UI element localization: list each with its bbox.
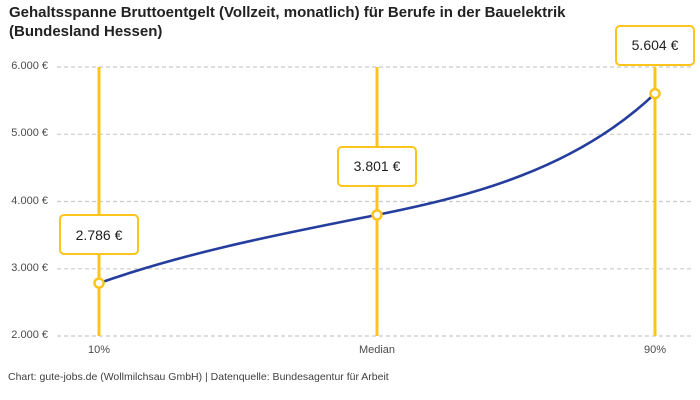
value-annotation: 5.604 € — [615, 24, 695, 66]
x-axis-tick-label: 90% — [643, 344, 667, 356]
y-axis-tick-label: 5.000 € — [11, 127, 48, 140]
data-point-marker — [371, 209, 383, 221]
x-axis-tick-label: Median — [358, 344, 396, 356]
data-point-marker — [93, 277, 105, 289]
data-point-marker — [649, 87, 661, 100]
y-axis-tick-label: 6.000 € — [11, 60, 48, 72]
y-axis-tick-label: 2.000 € — [11, 329, 48, 341]
y-axis-tick-label: 3.000 € — [11, 261, 48, 274]
chart-title: Gehaltsspanne Bruttoentgelt (Vollzeit, m… — [9, 4, 566, 40]
x-axis-tick-label: 10% — [87, 344, 111, 356]
chart-credit: Chart: gute-jobs.de (Wollmilchsau GmbH) … — [8, 371, 389, 383]
value-annotation: 2.786 € — [59, 214, 139, 256]
y-axis-tick-label: 4.000 € — [11, 194, 48, 207]
value-annotation: 3.801 € — [337, 145, 417, 187]
